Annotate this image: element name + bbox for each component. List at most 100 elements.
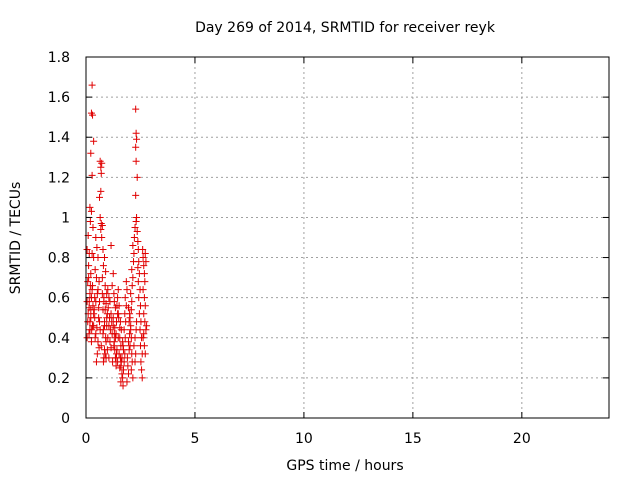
data-point — [141, 278, 149, 286]
data-point — [97, 225, 105, 233]
data-point — [87, 270, 95, 278]
data-point — [132, 191, 140, 199]
data-point — [142, 258, 150, 266]
data-point — [88, 171, 96, 179]
data-point — [101, 306, 109, 314]
data-point — [131, 223, 139, 231]
data-point — [110, 290, 118, 298]
tick-labels: 0 5 10 15 20 0 0.2 0.4 0.6 0.8 1 1.2 1.4 1.6 1.8 — [48, 50, 531, 447]
data-point — [138, 374, 146, 382]
y-tick-label: 0.4 — [48, 331, 70, 347]
data-point — [140, 310, 148, 318]
data-point — [138, 366, 146, 374]
data-point — [114, 310, 122, 318]
data-point — [126, 310, 134, 318]
data-point — [99, 330, 107, 338]
data-point — [103, 314, 111, 322]
data-point — [134, 238, 142, 246]
data-point — [94, 286, 102, 294]
data-point — [96, 326, 104, 334]
data-point — [98, 290, 106, 298]
data-point — [93, 350, 101, 358]
data-point — [104, 286, 112, 294]
data-point — [132, 143, 140, 151]
data-point — [97, 163, 105, 171]
data-point — [111, 334, 119, 342]
x-tick-label: 20 — [513, 431, 531, 447]
data-point — [92, 330, 100, 338]
data-point — [132, 105, 140, 113]
data-point — [119, 366, 127, 374]
data-point — [118, 370, 126, 378]
data-point — [100, 354, 108, 362]
data-point — [117, 326, 125, 334]
data-point — [89, 223, 97, 231]
data-point — [132, 129, 140, 137]
data-point — [99, 246, 107, 254]
data-point — [139, 286, 147, 294]
data-point — [101, 282, 109, 290]
data-point — [141, 318, 149, 326]
data-point — [134, 278, 142, 286]
data-point — [95, 314, 103, 322]
data-point — [107, 310, 115, 318]
data-point — [119, 374, 127, 382]
data-point — [104, 334, 112, 342]
data-point — [107, 242, 115, 250]
data-point — [139, 334, 147, 342]
data-point — [119, 346, 127, 354]
data-point — [132, 157, 140, 165]
data-point — [97, 187, 105, 195]
data-point — [124, 304, 132, 312]
data-point — [88, 286, 96, 294]
data-point — [128, 282, 136, 290]
data-point — [140, 262, 148, 270]
data-point — [127, 334, 135, 342]
data-point — [126, 330, 134, 338]
data-point — [139, 246, 147, 254]
data-point — [109, 322, 117, 330]
data-point — [94, 338, 102, 346]
data-point — [114, 294, 122, 302]
data-point — [92, 234, 100, 241]
data-point — [117, 362, 125, 370]
data-point — [124, 362, 132, 370]
data-point — [111, 346, 119, 354]
data-point — [118, 354, 126, 362]
data-point — [101, 322, 109, 330]
data-point — [85, 330, 93, 338]
data-point — [105, 294, 113, 302]
data-point — [129, 374, 137, 382]
data-point — [133, 173, 141, 181]
data-point — [110, 298, 118, 306]
data-point — [110, 342, 118, 350]
data-point — [87, 338, 95, 346]
data-point — [87, 207, 95, 215]
data-point — [132, 217, 140, 225]
data-point — [98, 159, 106, 167]
data-point — [88, 250, 96, 258]
data-point — [90, 322, 98, 330]
data-point — [95, 344, 103, 352]
data-point — [130, 234, 138, 241]
data-point — [120, 358, 128, 366]
data-point — [86, 217, 94, 225]
data-point — [96, 213, 104, 221]
data-point — [119, 382, 127, 390]
plot-frame — [85, 56, 610, 419]
data-point — [133, 227, 141, 235]
data-point — [127, 290, 135, 298]
data-point — [86, 290, 94, 298]
y-tick-label: 0.8 — [48, 251, 70, 267]
data-point — [102, 338, 110, 346]
y-tick-label: 1.4 — [48, 130, 70, 146]
data-point — [141, 350, 149, 358]
data-point — [95, 304, 103, 312]
data-point — [129, 242, 137, 250]
data-point — [91, 294, 99, 302]
data-point — [86, 203, 94, 211]
data-point — [101, 254, 109, 262]
data-point — [141, 302, 149, 310]
data-point — [141, 250, 149, 258]
